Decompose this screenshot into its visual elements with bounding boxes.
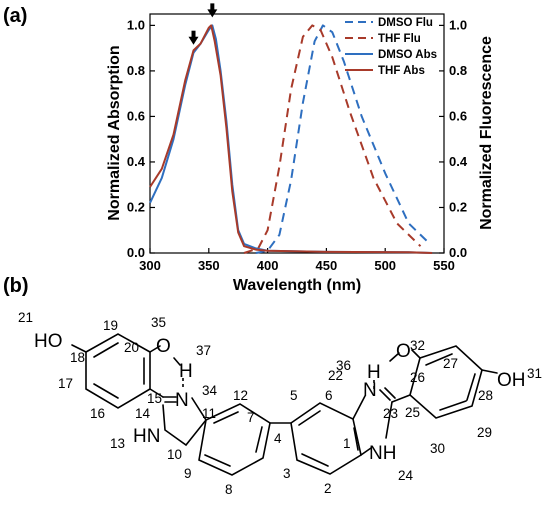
atom-number: 3 (283, 466, 291, 481)
y-tick-label-left: 0.2 (127, 199, 145, 214)
atom-number: 23 (383, 406, 398, 421)
y-tick-label-right: 0.0 (449, 245, 467, 260)
atom-number: 6 (325, 388, 333, 403)
y-tick-label-left: 0.4 (127, 154, 146, 169)
atom-number: 2 (324, 481, 332, 496)
atom-number: 37 (196, 343, 211, 358)
atom-number: 36 (336, 358, 351, 373)
atom-number: 27 (443, 356, 458, 371)
y-axis-title-left: Normalized Absorption (106, 45, 123, 220)
atom-h-36: H (367, 362, 381, 383)
y-tick-label-right: 0.8 (449, 63, 467, 78)
atom-number: 25 (405, 405, 420, 420)
y-tick-label-right: 0.4 (449, 154, 468, 169)
atom-number: 26 (410, 370, 425, 385)
y-tick-label-left: 0.6 (127, 108, 145, 123)
atom-number: 16 (90, 406, 105, 421)
atom-number: 21 (18, 310, 33, 325)
y-tick-label-left: 0.8 (127, 63, 145, 78)
atom-nh-24: NH (369, 443, 396, 464)
atom-number: 24 (398, 468, 414, 483)
x-tick-label: 550 (433, 258, 455, 273)
atom-number: 34 (202, 383, 218, 398)
atom-number: 8 (225, 482, 233, 497)
x-axis-title: Wavelength (nm) (233, 277, 361, 294)
atom-number: 11 (202, 406, 216, 421)
atom-h-37: H (179, 361, 193, 382)
atom-o-35: O (156, 336, 171, 357)
atom-numbers: 1 2 3 4 5 6 7 8 9 10 11 12 13 14 15 16 1… (18, 310, 542, 497)
atom-number: 9 (184, 466, 192, 481)
atom-n-22: N (363, 380, 377, 401)
x-tick-label: 400 (257, 258, 279, 273)
x-tick-label: 500 (374, 258, 396, 273)
atom-number: 30 (430, 441, 445, 456)
atom-number: 22 (328, 368, 343, 383)
atom-ho-21: HO (34, 331, 63, 352)
atom-number: 18 (70, 350, 85, 365)
legend-label: THF Abs (378, 65, 425, 77)
x-tick-label: 350 (198, 258, 220, 273)
legend-label: THF Flu (378, 33, 421, 45)
peak-arrow-icon (207, 3, 218, 18)
atom-oh-31: OH (497, 370, 526, 391)
y-tick-label-right: 0.2 (449, 199, 467, 214)
atom-number: 7 (247, 410, 255, 425)
plot-frame (149, 13, 445, 254)
atom-number: 28 (478, 388, 493, 403)
atom-number: 14 (135, 406, 151, 421)
panel-a-label: (a) (3, 5, 27, 27)
atom-number: 1 (343, 436, 351, 451)
x-tick-label: 450 (316, 258, 338, 273)
panel-b-label: (b) (3, 275, 29, 297)
atom-number: 35 (151, 315, 166, 330)
atom-number: 5 (290, 388, 298, 403)
atom-number: 31 (527, 366, 542, 381)
series-line-thf-abs (149, 24, 433, 254)
atom-number: 15 (147, 391, 162, 406)
atom-number: 19 (103, 318, 118, 333)
series-line-thf-flu (243, 24, 422, 254)
atom-o-32: O (396, 341, 411, 362)
atom-number: 32 (410, 338, 425, 353)
atom-number: 29 (477, 425, 492, 440)
bond-lines (71, 333, 498, 476)
atom-number: 12 (233, 388, 248, 403)
y-tick-label-right: 1.0 (449, 17, 467, 32)
y-tick-label-left: 1.0 (127, 17, 145, 32)
atom-number: 10 (167, 447, 182, 462)
legend-label: DMSO Flu (378, 17, 433, 29)
x-tick-label: 300 (139, 258, 161, 273)
y-tick-label-left: 0.0 (127, 245, 145, 260)
legend-label: DMSO Abs (378, 49, 437, 61)
atom-number: 13 (110, 436, 125, 451)
atom-hn-13: HN (133, 426, 160, 447)
peak-arrow-icon (188, 30, 199, 45)
atom-number: 20 (124, 340, 139, 355)
chemical-structure: HO O H N HN N H O NH OH 1 2 3 4 5 6 7 8 … (18, 310, 542, 497)
atom-number: 4 (274, 431, 282, 446)
series-line-dmso-flu (255, 24, 431, 254)
atom-number: 17 (58, 376, 73, 391)
legend: DMSO Flu THF Flu DMSO Abs THF Abs (345, 17, 437, 77)
y-axis-title-right: Normalized Fluorescence (478, 36, 495, 230)
atom-n-34: N (175, 390, 189, 411)
y-tick-label-right: 0.6 (449, 108, 467, 123)
